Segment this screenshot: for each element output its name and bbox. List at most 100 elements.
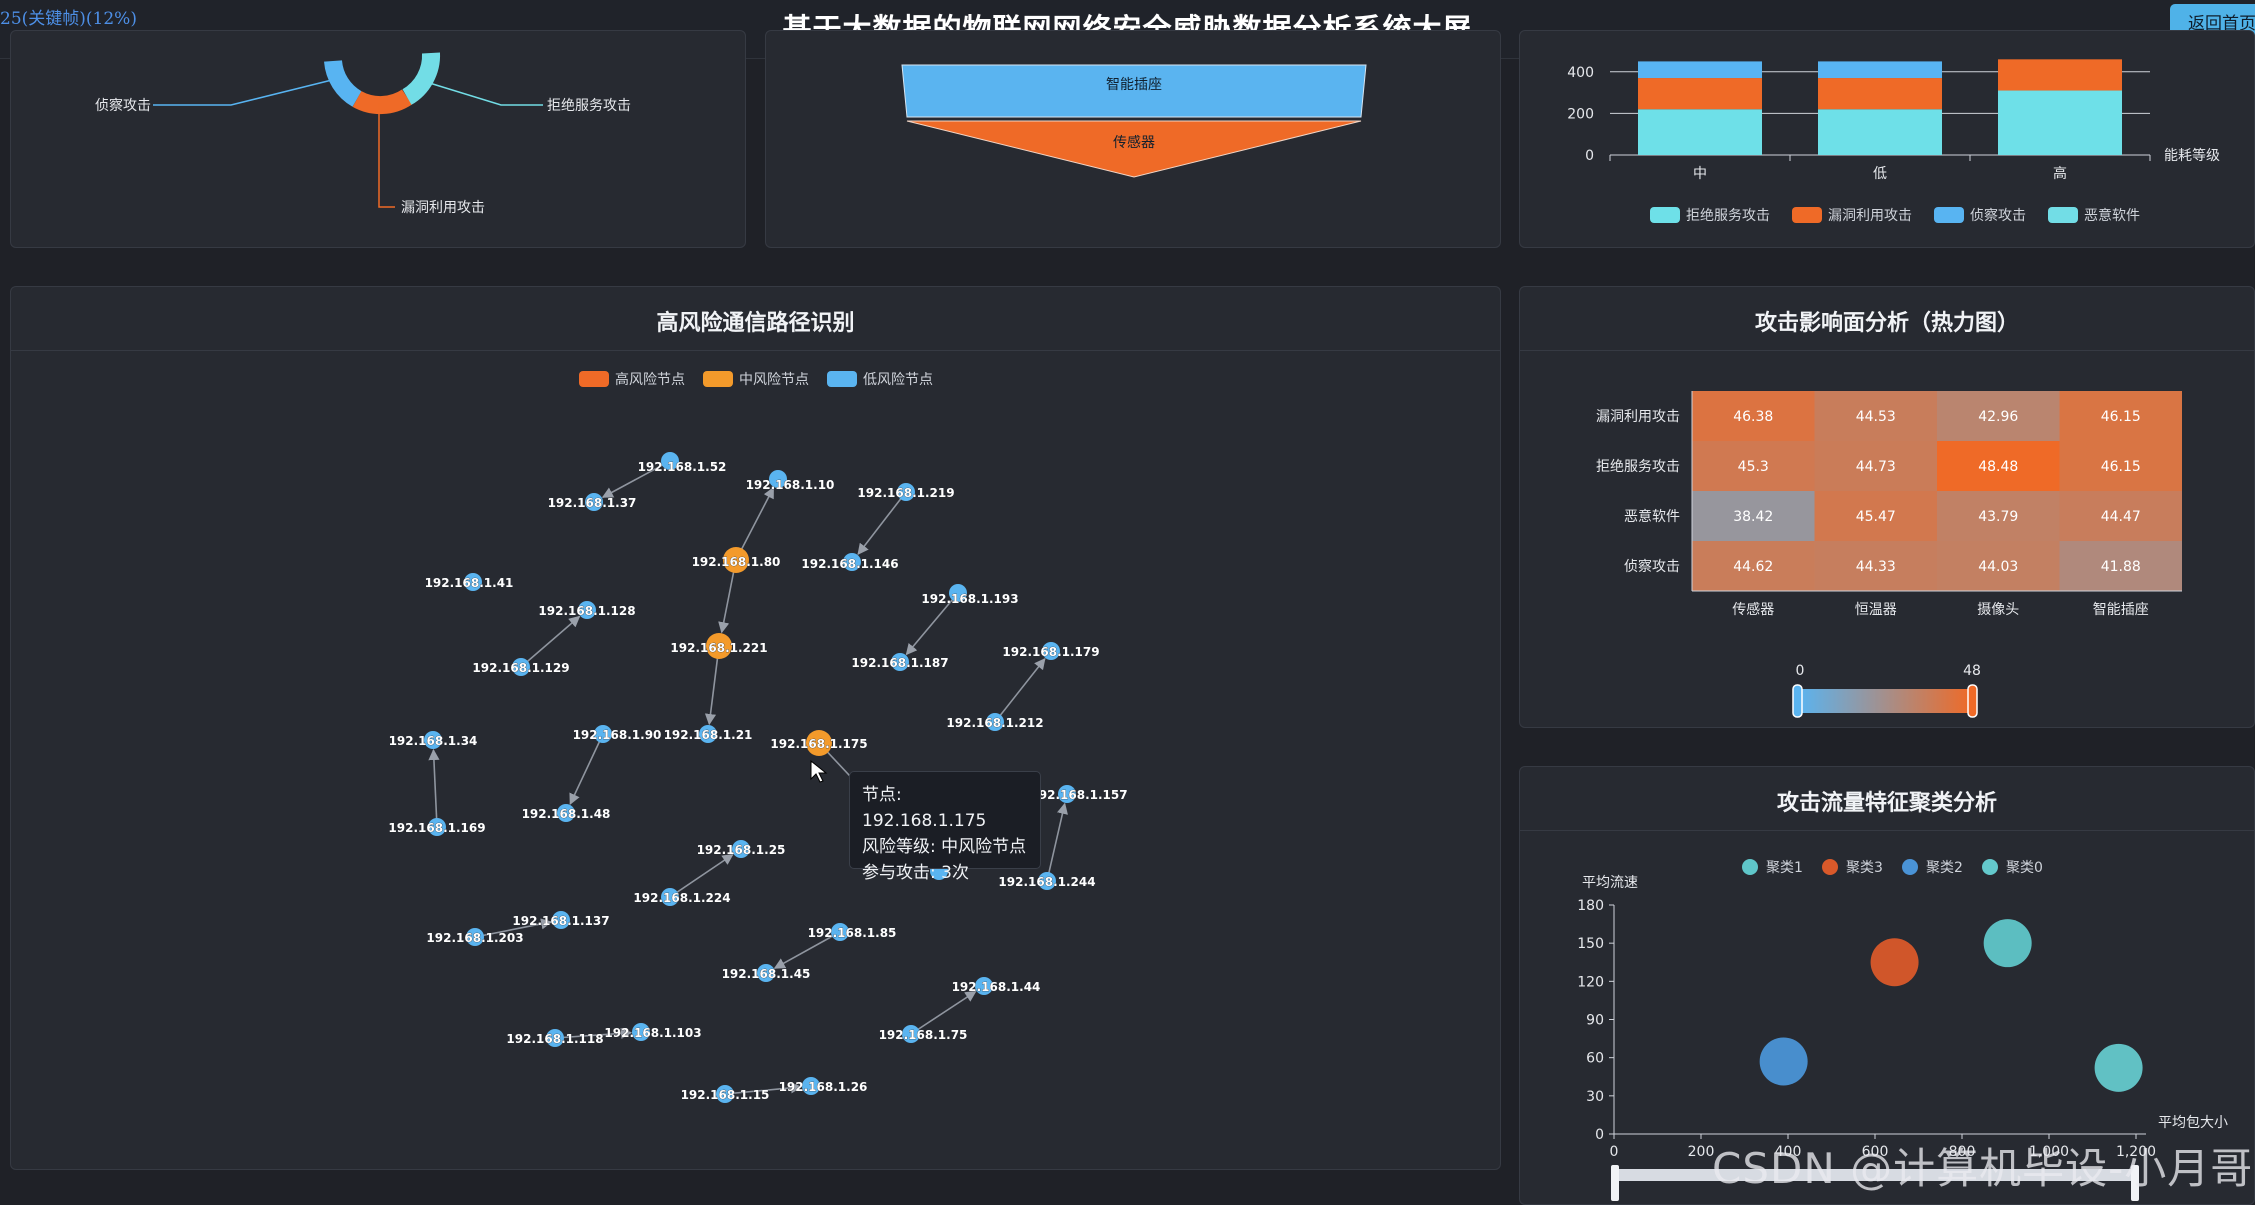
visual-map-handle-max[interactable] xyxy=(1967,684,1978,718)
legend-swatch[interactable] xyxy=(1650,207,1680,223)
donut-slice-dos[interactable] xyxy=(402,52,441,105)
legend-label-low: 低风险节点 xyxy=(863,372,933,388)
network-node[interactable] xyxy=(843,553,861,571)
network-node[interactable] xyxy=(949,584,967,602)
network-node[interactable] xyxy=(706,633,732,659)
network-node[interactable] xyxy=(466,928,484,946)
heatmap-cell[interactable] xyxy=(1937,541,2060,591)
donut-slice-recon[interactable] xyxy=(324,59,362,107)
heatmap-cell[interactable] xyxy=(1692,491,1815,541)
node-label: 192.168.1.103 xyxy=(604,1026,701,1040)
network-node[interactable] xyxy=(769,470,787,488)
bar-segment[interactable] xyxy=(1638,78,1762,110)
node-label: 192.168.1.25 xyxy=(697,843,786,857)
network-node[interactable] xyxy=(723,547,749,573)
cluster-point[interactable] xyxy=(1870,938,1919,987)
network-node[interactable] xyxy=(464,573,482,591)
network-node[interactable] xyxy=(902,1025,920,1043)
cluster-point[interactable] xyxy=(1759,1037,1808,1086)
bar-segment[interactable] xyxy=(1998,59,2122,91)
network-node[interactable] xyxy=(897,483,915,501)
heatmap-cell[interactable] xyxy=(2059,391,2183,441)
bar-segment[interactable] xyxy=(1638,109,1762,155)
visual-map-handle-min[interactable] xyxy=(1792,684,1803,718)
label-line-recon xyxy=(153,76,345,106)
cluster-point[interactable] xyxy=(2094,1043,2143,1092)
network-node[interactable] xyxy=(732,840,750,858)
bar-segment[interactable] xyxy=(1818,61,1942,79)
network-node[interactable] xyxy=(594,725,612,743)
network-node[interactable] xyxy=(424,731,442,749)
y-tick-label: 60 xyxy=(1586,1051,1604,1067)
cluster-point[interactable] xyxy=(1983,919,2032,968)
network-node[interactable] xyxy=(552,911,570,929)
network-node[interactable] xyxy=(428,818,446,836)
bar-segment[interactable] xyxy=(1818,109,1942,155)
impact-heatmap[interactable]: 46.38 44.53 42.96 46.15 漏洞利用攻击 45.3 44.73 48.48… xyxy=(1520,287,2255,728)
heatmap-cell[interactable] xyxy=(1937,491,2060,541)
network-node[interactable] xyxy=(891,653,909,671)
data-zoom-handle-left[interactable] xyxy=(1611,1165,1619,1201)
network-node[interactable] xyxy=(1042,642,1060,660)
network-node[interactable] xyxy=(802,1077,820,1095)
network-node[interactable] xyxy=(661,452,679,470)
funnel-stage-smart-plug[interactable] xyxy=(901,64,1367,118)
node-label: 192.168.1.44 xyxy=(952,980,1041,994)
legend-dot[interactable] xyxy=(1982,859,1998,875)
network-node[interactable] xyxy=(557,804,575,822)
network-node[interactable] xyxy=(632,1023,650,1041)
heatmap-cell[interactable] xyxy=(1814,541,1938,591)
donut-slice-exploit[interactable] xyxy=(352,89,412,115)
bar-segment[interactable] xyxy=(1818,78,1942,110)
legend-low-risk[interactable]: 低风险节点 xyxy=(827,369,933,389)
network-node[interactable] xyxy=(716,1085,734,1103)
funnel-stage-sensor[interactable] xyxy=(906,120,1362,178)
legend-dot[interactable] xyxy=(1822,859,1838,875)
network-node[interactable] xyxy=(1038,872,1056,890)
legend-swatch[interactable] xyxy=(2048,207,2078,223)
legend-medium-risk[interactable]: 中风险节点 xyxy=(703,369,809,389)
network-node[interactable] xyxy=(699,725,717,743)
network-node[interactable] xyxy=(757,964,775,982)
network-node[interactable] xyxy=(831,923,849,941)
legend-swatch[interactable] xyxy=(1934,207,1964,223)
network-graph[interactable]: 192.168.1.52 192.168.1.37 192.168.1.10 192.… xyxy=(11,287,1501,1170)
heatmap-cell[interactable] xyxy=(1814,391,1938,441)
heatmap-cell[interactable] xyxy=(1814,491,1938,541)
funnel-label-smart-plug: 智能插座 xyxy=(1106,77,1162,93)
risk-path-title: 高风险通信路径识别 xyxy=(656,311,855,336)
visual-map-bar[interactable] xyxy=(1798,689,1972,713)
network-edge xyxy=(601,460,671,498)
heatmap-cell[interactable] xyxy=(1937,441,2060,491)
network-node[interactable] xyxy=(661,888,679,906)
heatmap-cell[interactable] xyxy=(1814,441,1938,491)
network-node[interactable] xyxy=(512,658,530,676)
network-node[interactable] xyxy=(806,730,832,756)
network-node[interactable] xyxy=(578,601,596,619)
heatmap-cell[interactable] xyxy=(1937,391,2060,441)
heatmap-cell[interactable] xyxy=(1692,441,1815,491)
network-node[interactable] xyxy=(986,713,1004,731)
heatmap-col-label: 恒温器 xyxy=(1855,602,1897,618)
data-zoom-slider[interactable] xyxy=(1614,1169,2136,1181)
heatmap-cell[interactable] xyxy=(1692,541,1815,591)
heatmap-cell[interactable] xyxy=(1692,391,1815,441)
legend-dot[interactable] xyxy=(1902,859,1918,875)
legend-dot[interactable] xyxy=(1742,859,1758,875)
heatmap-cell[interactable] xyxy=(2059,541,2183,591)
network-node[interactable] xyxy=(1058,785,1076,803)
legend-high-risk[interactable]: 高风险节点 xyxy=(579,369,685,389)
network-node[interactable] xyxy=(585,493,603,511)
node-label: 192.168.1.80 xyxy=(692,555,781,569)
bar-segment[interactable] xyxy=(1998,90,2122,155)
heatmap-cell[interactable] xyxy=(2059,441,2183,491)
network-node[interactable] xyxy=(546,1029,564,1047)
network-node[interactable] xyxy=(975,977,993,995)
data-zoom-handle-right[interactable] xyxy=(2131,1165,2139,1201)
legend-swatch[interactable] xyxy=(1792,207,1822,223)
heatmap-cell-value: 45.3 xyxy=(1738,459,1769,475)
bar-segment[interactable] xyxy=(1638,61,1762,79)
heatmap-cell[interactable] xyxy=(2059,491,2183,541)
energy-bar-panel: 0 200 400 中 低 高 能耗等级 拒绝服务攻击 漏洞利用攻击 侦察攻击 恶意软件 xyxy=(1519,30,2255,248)
